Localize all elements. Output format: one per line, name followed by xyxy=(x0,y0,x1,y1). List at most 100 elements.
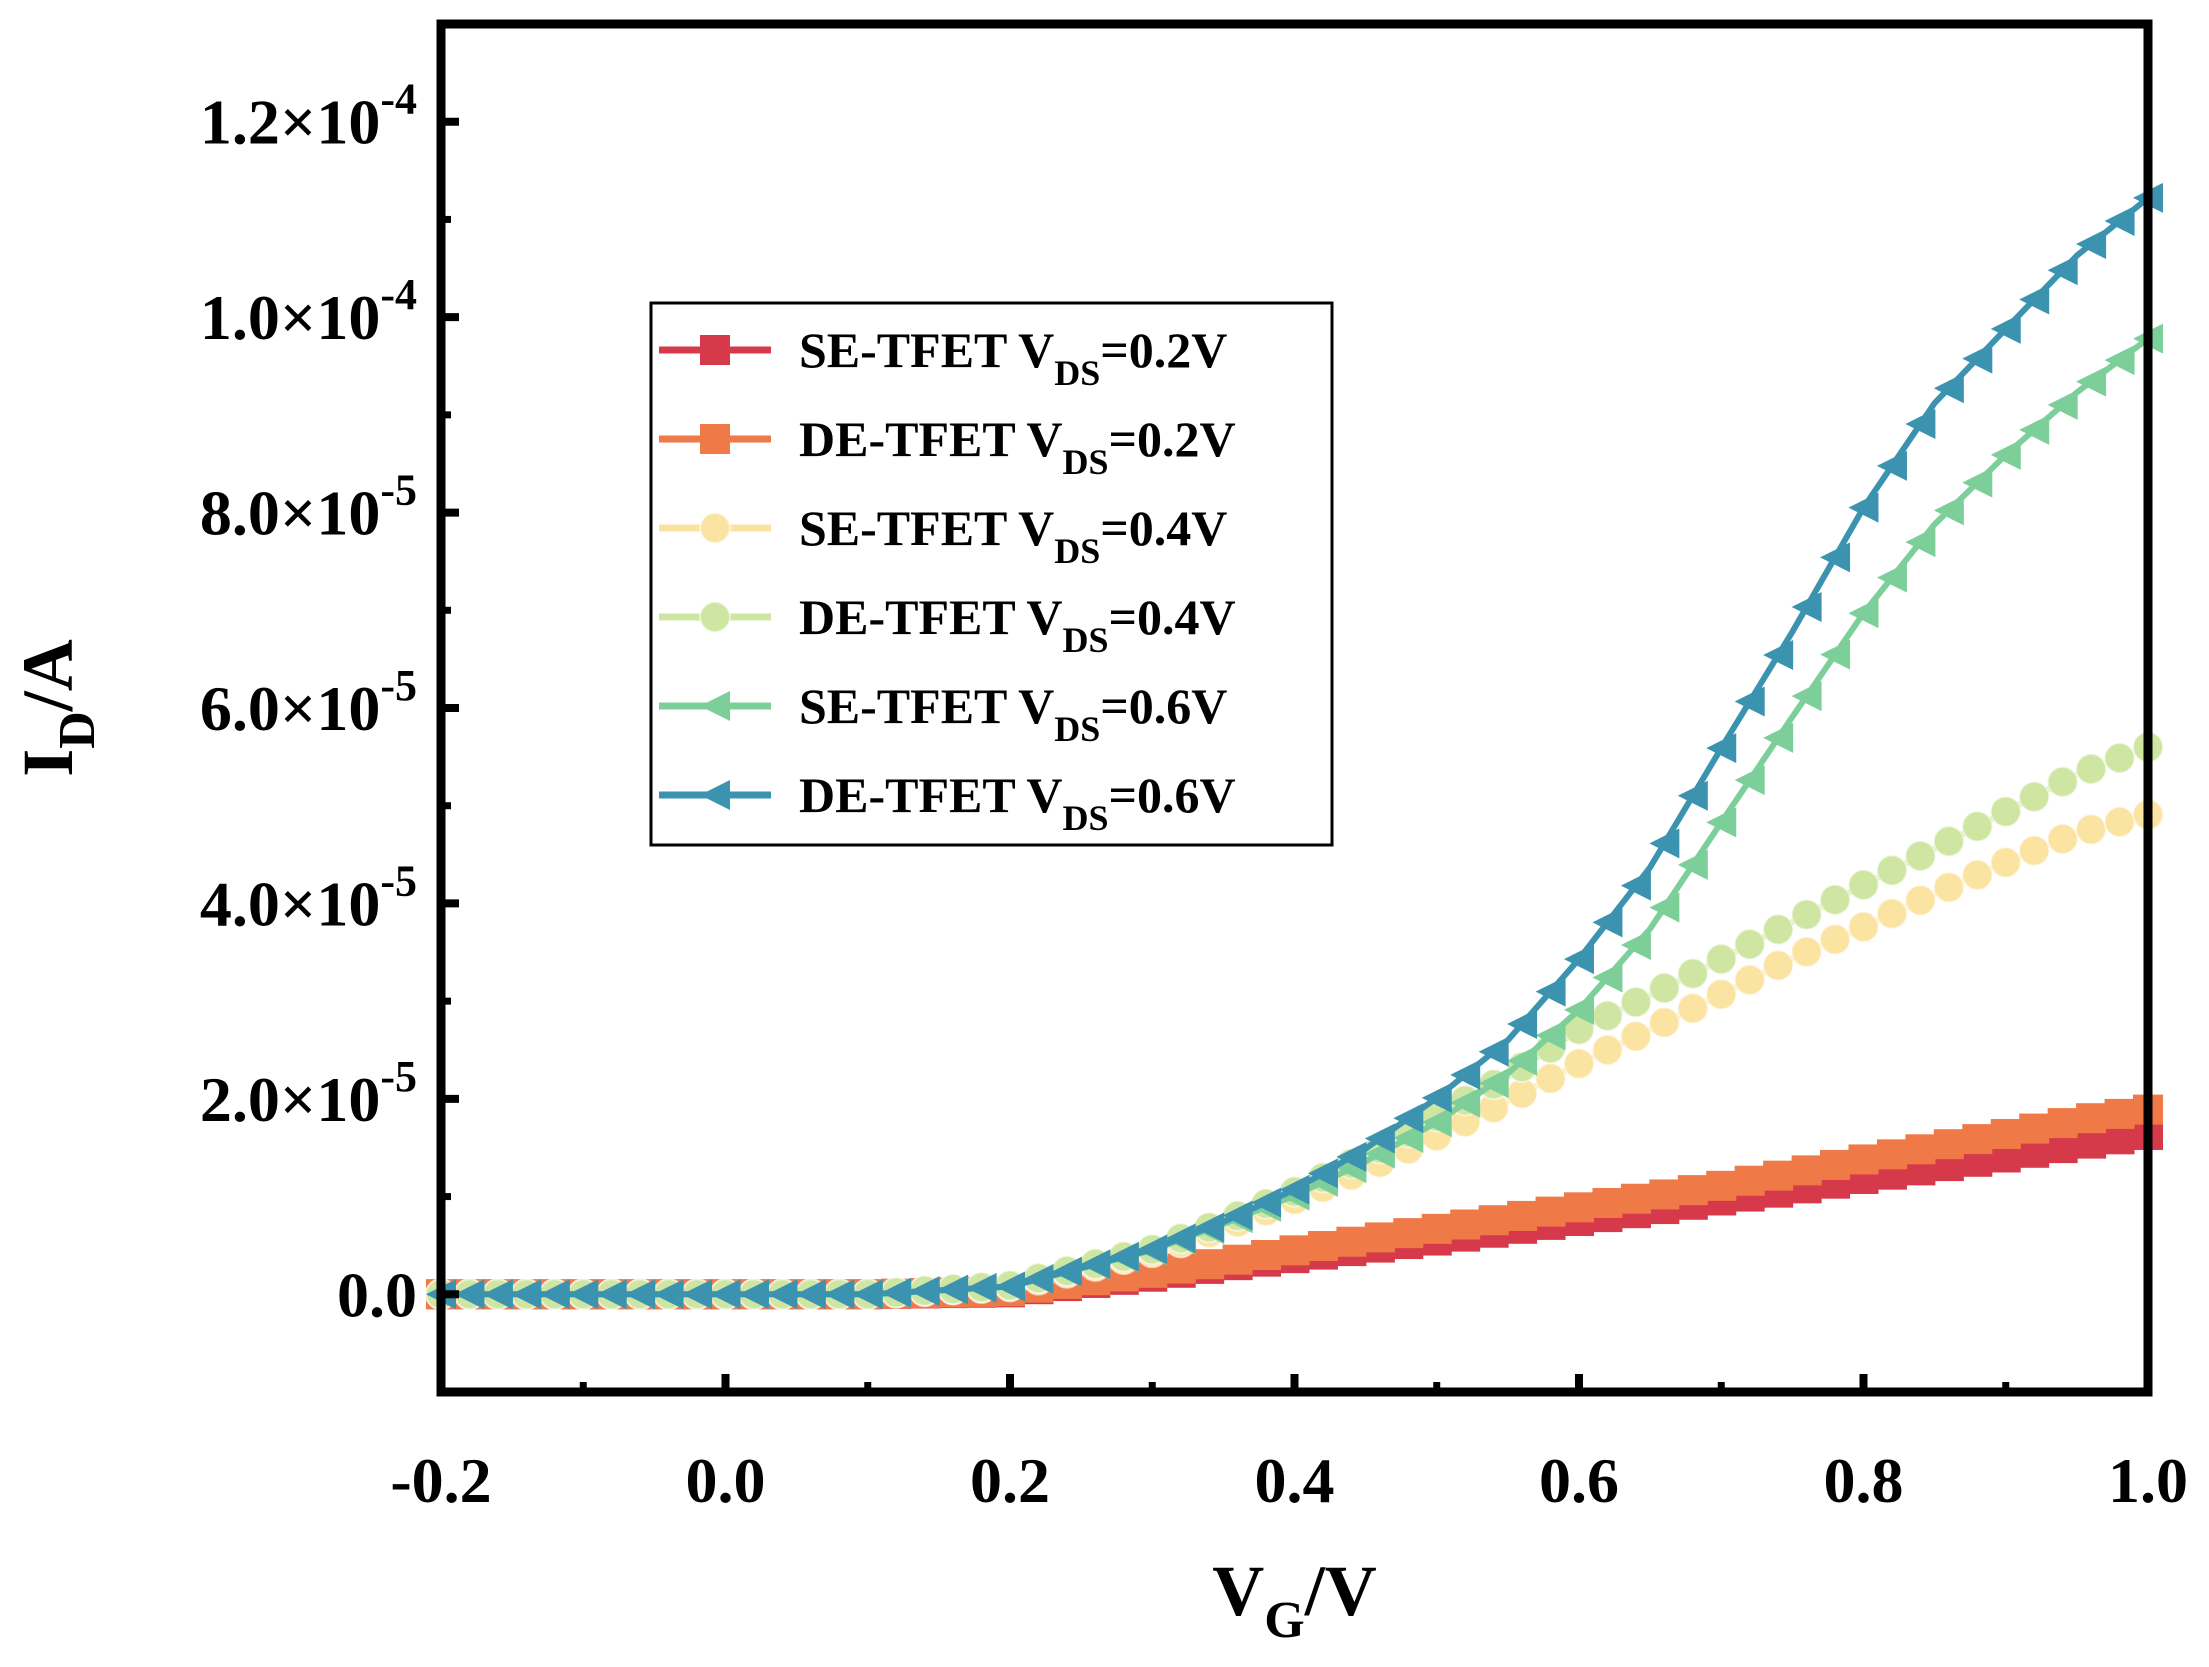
series-point xyxy=(1791,1155,1822,1186)
series-point xyxy=(511,1279,542,1310)
y-axis-title-main: I xyxy=(8,749,88,777)
series-point xyxy=(1763,1160,1794,1191)
legend-label: DE-TFET VDS=0.4V xyxy=(799,589,1236,660)
x-tick-label: 0.6 xyxy=(1539,1445,1619,1516)
series-point xyxy=(1165,1223,1196,1254)
series-point xyxy=(1676,957,1709,990)
series-point xyxy=(1820,1149,1851,1180)
series-point xyxy=(1905,527,1936,558)
series-point xyxy=(2046,822,2079,855)
series-point xyxy=(1080,1249,1111,1280)
series-point xyxy=(1733,928,1766,961)
series-point xyxy=(539,1279,570,1310)
x-axis-title-sub: G xyxy=(1264,1592,1304,1649)
series-point xyxy=(1336,1226,1367,1257)
series-6 xyxy=(426,182,2163,1310)
series-point xyxy=(1507,1045,1538,1076)
series-point xyxy=(1904,839,1937,872)
series-point xyxy=(1762,949,1795,982)
series-point xyxy=(1733,963,1766,996)
series-point xyxy=(1023,1264,1054,1295)
series-point xyxy=(1876,450,1907,481)
series-point xyxy=(1421,1213,1452,1244)
legend-label-sub: DS xyxy=(1054,709,1100,749)
series-point xyxy=(2018,780,2051,813)
series-point xyxy=(1648,972,1681,1005)
series-point xyxy=(1336,1141,1367,1172)
series-point xyxy=(1619,1020,1652,1053)
series-point xyxy=(1364,1123,1395,1154)
series-point xyxy=(852,1279,883,1310)
series-point xyxy=(1763,722,1794,753)
series-point xyxy=(938,1274,969,1305)
series-point xyxy=(1734,765,1765,796)
series-point xyxy=(2019,414,2050,445)
y-tick-exponent: -5 xyxy=(380,856,417,905)
series-point xyxy=(1251,1187,1282,1218)
legend-label-suffix: =0.2V xyxy=(1100,322,1227,378)
y-axis: 0.02.0×10-54.0×10-56.0×10-58.0×10-51.0×1… xyxy=(200,75,459,1330)
y-tick-label: 1.2×10-4 xyxy=(200,75,417,158)
legend-marker xyxy=(699,601,731,633)
series-point xyxy=(1251,1240,1282,1271)
series-point xyxy=(1364,1222,1395,1253)
series-point xyxy=(2104,1098,2135,1129)
series-point xyxy=(1393,1103,1424,1134)
series-point xyxy=(1592,907,1623,938)
series-point xyxy=(1108,1241,1139,1272)
series-point xyxy=(1848,492,1879,523)
series-point xyxy=(1592,1188,1623,1219)
series-point xyxy=(1705,943,1738,976)
y-tick-mantissa: 8.0×10 xyxy=(200,478,380,549)
series-point xyxy=(1989,846,2022,879)
legend-label-sub: DS xyxy=(1054,531,1100,571)
series-point xyxy=(2103,742,2136,775)
x-tick-label: 1.0 xyxy=(2108,1445,2188,1516)
y-tick-label: 6.0×10-5 xyxy=(200,661,417,744)
series-point xyxy=(1222,1244,1253,1275)
series-point xyxy=(2019,284,2050,315)
series-point xyxy=(2047,1133,2078,1164)
series-point xyxy=(1478,1205,1509,1236)
series-point xyxy=(625,1279,656,1310)
y-tick-exponent: -4 xyxy=(380,75,417,124)
y-tick-mantissa: 6.0×10 xyxy=(200,673,380,744)
legend-label-main: SE-TFET V xyxy=(799,500,1054,556)
series-point xyxy=(1819,923,1852,956)
x-tick-label: 0.8 xyxy=(1824,1445,1904,1516)
series-point xyxy=(1649,828,1680,859)
y-tick-mantissa: 1.0×10 xyxy=(200,282,380,353)
y-axis-title: ID/A xyxy=(8,639,106,777)
series-point xyxy=(2103,805,2136,838)
series-point xyxy=(1677,849,1708,880)
series-point xyxy=(2076,366,2107,397)
series-point xyxy=(2076,1128,2107,1159)
series-point xyxy=(1507,1200,1538,1231)
series-point xyxy=(1989,795,2022,828)
x-axis-title-main: V xyxy=(1212,1551,1264,1631)
series-point xyxy=(1307,1158,1338,1189)
series-point xyxy=(1961,810,1994,843)
series-point xyxy=(881,1277,912,1308)
y-axis-title-sub: D xyxy=(49,711,106,749)
series-point xyxy=(482,1279,513,1310)
series-point xyxy=(1564,1192,1594,1223)
series-point xyxy=(1194,1212,1225,1243)
series-point xyxy=(710,1279,741,1310)
y-tick-label: 8.0×10-5 xyxy=(200,466,417,549)
series-point xyxy=(1820,542,1851,573)
legend-marker xyxy=(700,691,730,721)
series-point xyxy=(1279,1235,1310,1266)
x-axis-title-tail: /V xyxy=(1304,1551,1377,1631)
series-point xyxy=(1847,910,1880,943)
series-point xyxy=(2047,389,2078,420)
series-point xyxy=(1734,1165,1765,1196)
series-point xyxy=(2046,765,2079,798)
legend-label-suffix: =0.4V xyxy=(1100,500,1227,556)
series-point xyxy=(1421,1082,1452,1113)
series-point xyxy=(738,1279,769,1310)
series-point xyxy=(1706,733,1737,764)
legend-label-suffix: =0.4V xyxy=(1109,589,1236,645)
series-point xyxy=(454,1279,485,1310)
y-axis-title-tail: /A xyxy=(8,639,88,712)
